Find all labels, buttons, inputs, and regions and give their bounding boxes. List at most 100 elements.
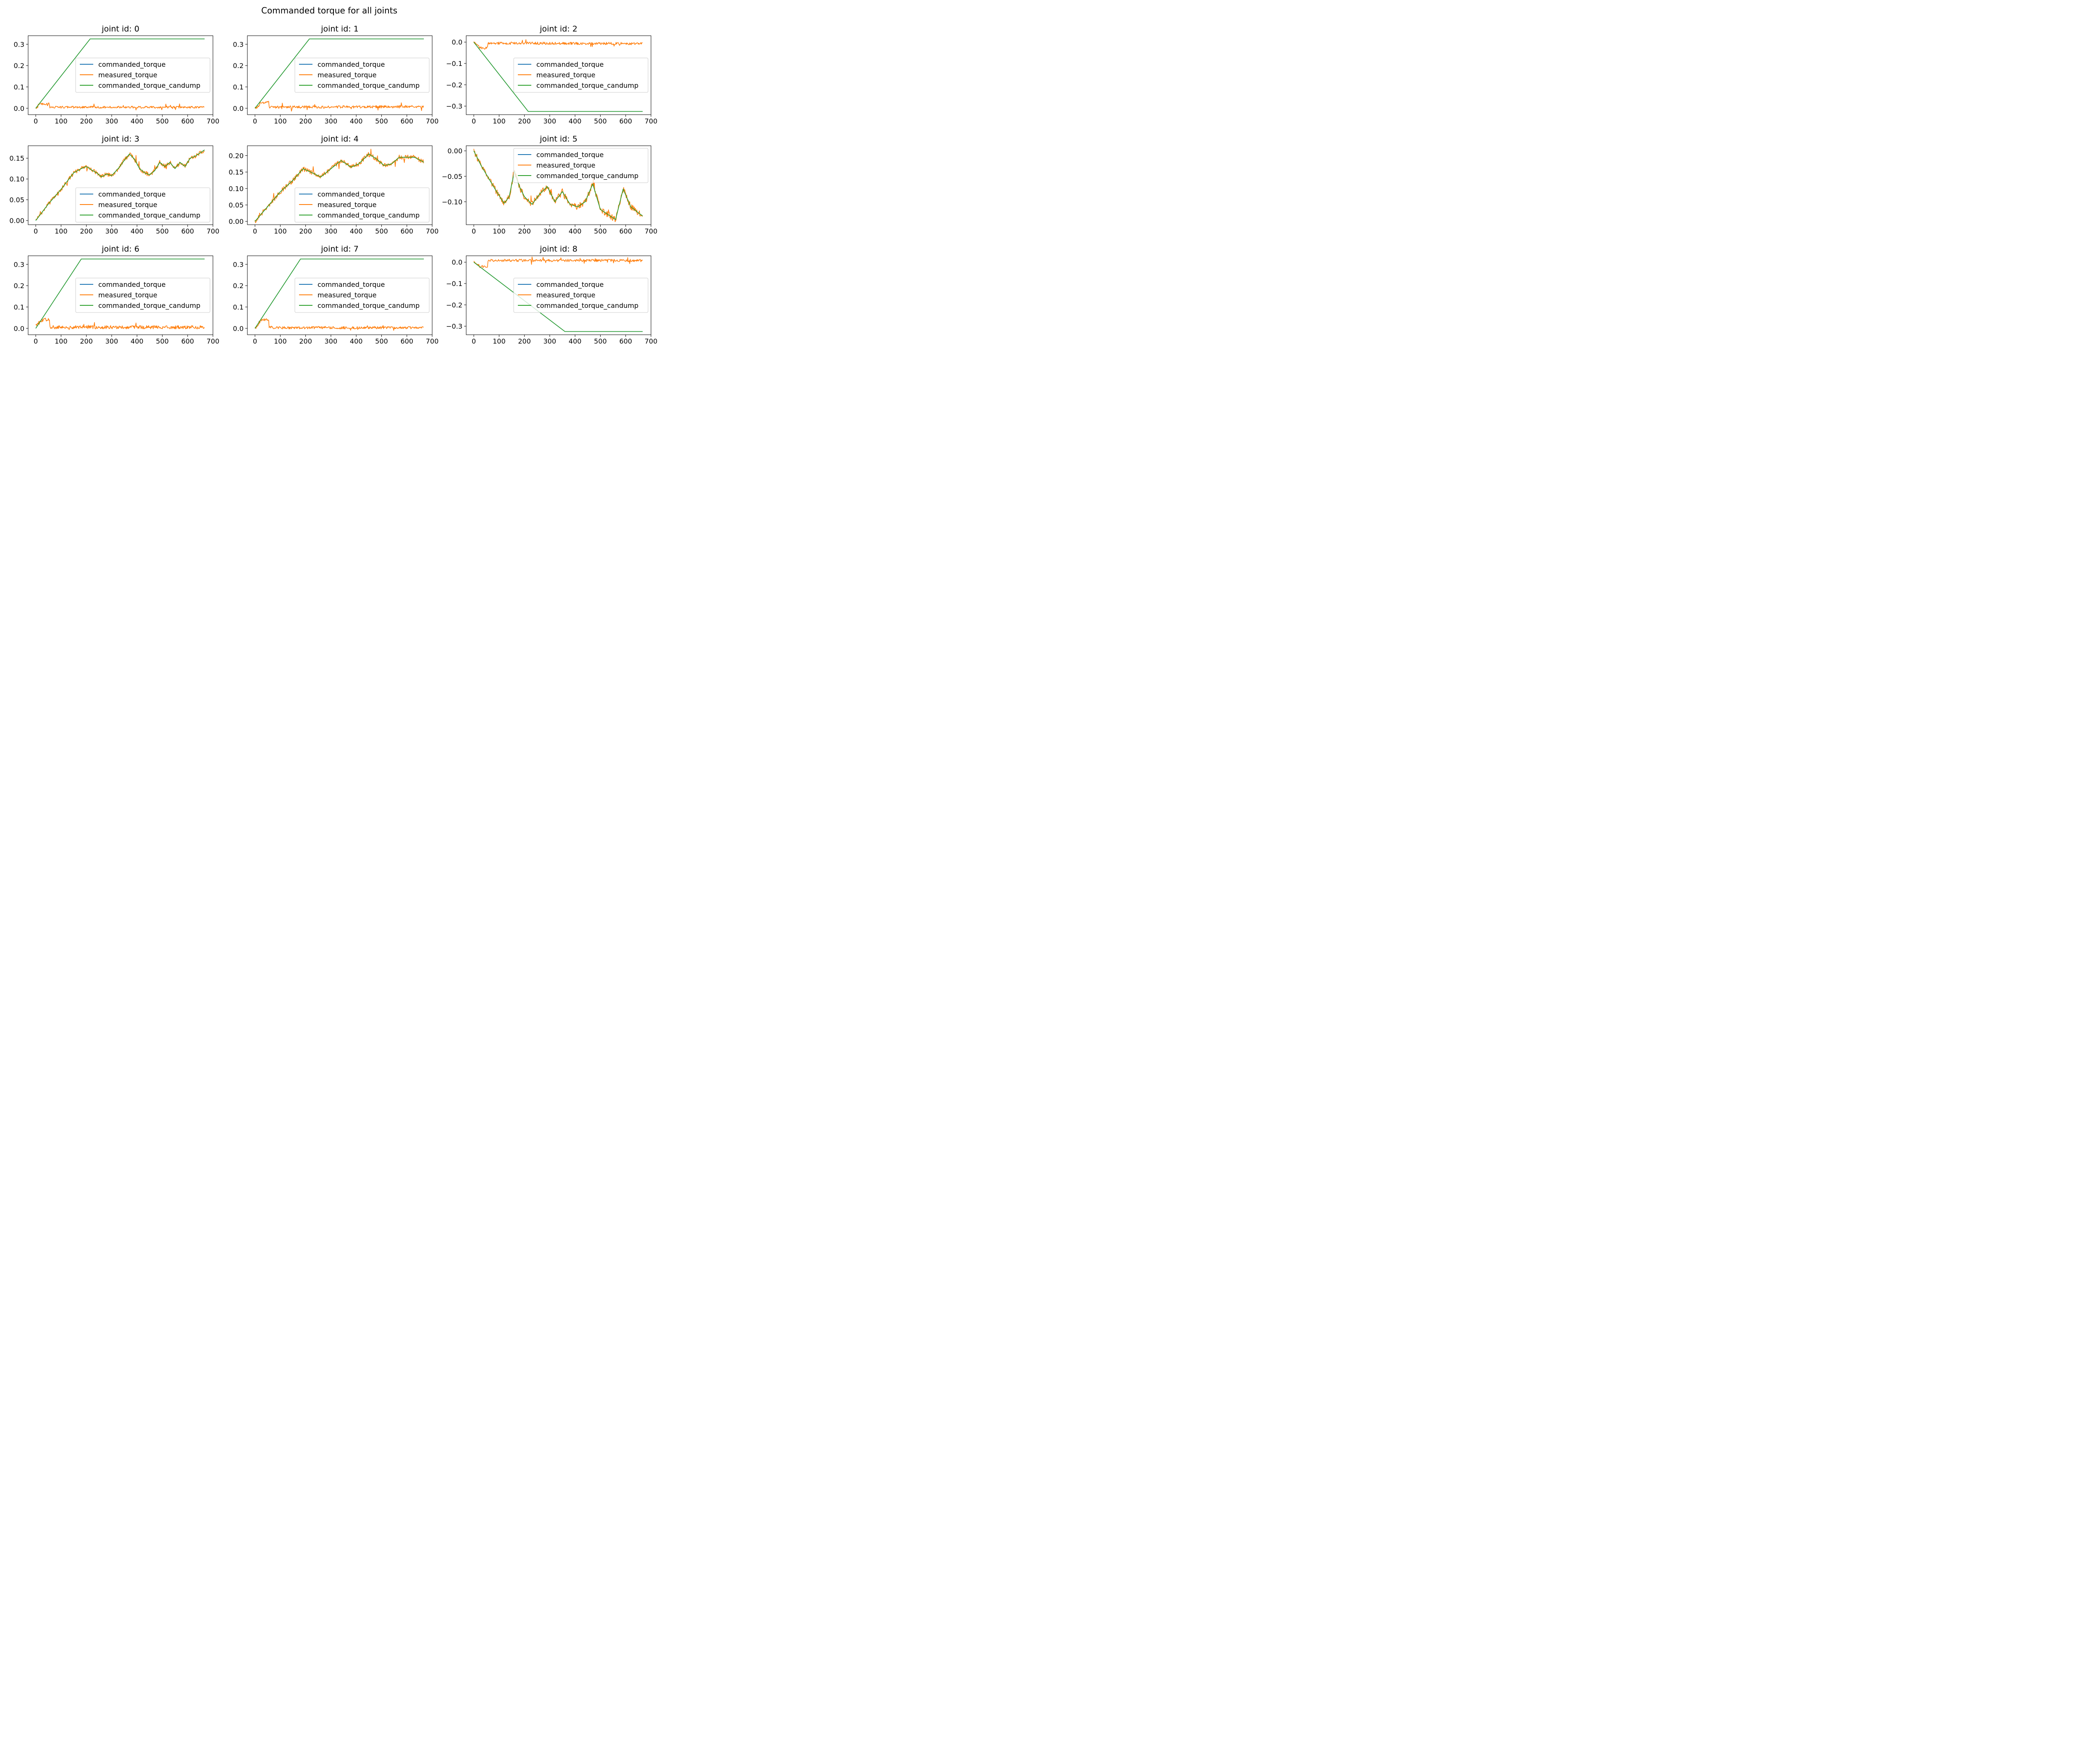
x-tick-label: 0 — [472, 227, 476, 235]
series-line-measured-torque — [255, 101, 424, 112]
x-tick-label: 500 — [375, 337, 388, 345]
legend-box — [294, 187, 430, 223]
legend: commanded_torque measured_torque commanded… — [294, 187, 430, 223]
series-line-commanded-torque-candump — [255, 38, 424, 109]
x-tick-label: 100 — [493, 227, 506, 235]
plot-area — [35, 150, 205, 221]
legend-label: commanded_torque_candump — [98, 211, 200, 220]
legend-box — [513, 58, 648, 93]
x-tick-label: 200 — [299, 227, 312, 235]
y-tick-label: 0.1 — [233, 83, 244, 91]
plot-area — [35, 38, 205, 110]
y-tick-label: −0.05 — [442, 173, 462, 181]
legend-label: measured_torque — [318, 291, 376, 299]
plot-area — [473, 256, 643, 332]
x-tick-label: 400 — [131, 227, 144, 235]
y-tick-label: 0.0 — [452, 38, 462, 46]
y-tick-label: 0.20 — [228, 152, 244, 160]
y-tick-label: 0.0 — [233, 325, 244, 333]
y-tick-label: 0.0 — [233, 105, 244, 113]
legend-box — [513, 278, 648, 313]
x-tick-label: 700 — [645, 227, 658, 235]
x-tick-label: 400 — [131, 337, 144, 345]
x-tick-label: 200 — [299, 117, 312, 125]
axes-frame — [466, 35, 651, 115]
axes-frame — [247, 145, 433, 225]
y-tick-label: 0.1 — [233, 303, 244, 311]
y-tick-label: 0.05 — [9, 196, 24, 204]
x-tick-label: 500 — [375, 117, 388, 125]
x-tick-label: 400 — [350, 337, 363, 345]
x-tick-label: 400 — [350, 117, 363, 125]
y-tick-label: 0.0 — [452, 258, 462, 266]
legend: commanded_torque measured_torque commanded… — [75, 58, 210, 93]
plot-area — [255, 258, 424, 331]
legend-box — [294, 58, 430, 93]
legend-label: measured_torque — [98, 71, 157, 79]
x-tick-label: 500 — [594, 337, 607, 345]
series-line-measured-torque — [35, 102, 205, 110]
x-tick-label: 200 — [80, 117, 93, 125]
legend-label: commanded_torque_candump — [98, 302, 200, 310]
legend-label: commanded_torque_candump — [98, 81, 200, 90]
y-tick-label: 0.10 — [9, 175, 24, 183]
x-tick-label: 300 — [325, 337, 338, 345]
series-line-measured-torque — [473, 39, 643, 50]
y-tick-label: 0.05 — [228, 201, 244, 209]
x-tick-label: 700 — [645, 337, 658, 345]
series-line-commanded-torque-candump — [35, 150, 205, 221]
x-tick-label: 0 — [253, 227, 257, 235]
y-tick-label: 0.10 — [228, 185, 244, 193]
y-tick-label: 0.00 — [447, 147, 462, 155]
x-tick-label: 500 — [594, 227, 607, 235]
x-tick-label: 100 — [55, 117, 68, 125]
subplot-title: joint id: 4 — [320, 134, 359, 144]
y-tick-label: 0.2 — [233, 282, 244, 290]
x-tick-label: 600 — [181, 337, 194, 345]
y-tick-label: 0.3 — [233, 260, 244, 268]
y-tick-label: −0.1 — [446, 280, 462, 288]
legend-box — [294, 278, 430, 313]
x-tick-label: 500 — [156, 337, 169, 345]
x-tick-label: 0 — [253, 117, 257, 125]
y-tick-label: −0.3 — [446, 323, 462, 331]
y-tick-label: −0.2 — [446, 81, 462, 89]
series-line-measured-torque — [255, 318, 424, 331]
x-tick-label: 300 — [543, 227, 556, 235]
x-tick-label: 100 — [274, 117, 287, 125]
x-tick-label: 700 — [426, 117, 439, 125]
legend-label: measured_torque — [536, 161, 595, 170]
legend-label: commanded_torque — [318, 60, 385, 69]
y-tick-label: 0.3 — [14, 40, 24, 48]
x-tick-label: 500 — [156, 227, 169, 235]
plot-area — [255, 149, 424, 223]
subplot-joint-1: joint id: 1 0 100 200 300 400 500 600 700 0.0 0.1 0… — [233, 24, 439, 125]
y-tick-label: 0.15 — [9, 155, 24, 163]
x-tick-label: 600 — [619, 227, 632, 235]
x-tick-label: 200 — [80, 337, 93, 345]
y-tick-label: −0.10 — [442, 198, 462, 206]
series-line-measured-torque — [473, 256, 643, 268]
x-tick-label: 500 — [594, 117, 607, 125]
x-tick-label: 0 — [472, 337, 476, 345]
y-tick-label: 0.15 — [228, 168, 244, 176]
x-tick-label: 400 — [131, 117, 144, 125]
subplot-joint-8: joint id: 8 0 100 200 300 400 500 600 700 0.0 −0.1… — [446, 244, 657, 345]
series-line-measured-torque — [35, 318, 205, 330]
figure: Commanded torque for all joints joint id… — [9, 5, 657, 345]
legend-label: measured_torque — [536, 71, 595, 79]
subplot-title: joint id: 3 — [101, 134, 139, 144]
subplot-title: joint id: 2 — [539, 24, 578, 34]
legend-box — [75, 58, 210, 93]
x-tick-label: 600 — [181, 227, 194, 235]
subplot-joint-3: joint id: 3 0 100 200 300 400 500 600 700 0.00 0.0… — [9, 134, 219, 235]
x-tick-label: 300 — [543, 337, 556, 345]
legend-box — [75, 187, 210, 223]
y-tick-label: 0.2 — [14, 62, 24, 70]
subplot-joint-6: joint id: 6 0 100 200 300 400 500 600 700 0.0 0.1 0… — [14, 244, 220, 345]
subplot-grid: joint id: 00 100 200 300 400 500 600 7000.00.10… — [9, 24, 657, 345]
y-tick-label: 0.00 — [9, 217, 24, 225]
legend-box — [513, 148, 648, 183]
plot-area — [255, 38, 424, 112]
plot-area — [473, 149, 643, 222]
